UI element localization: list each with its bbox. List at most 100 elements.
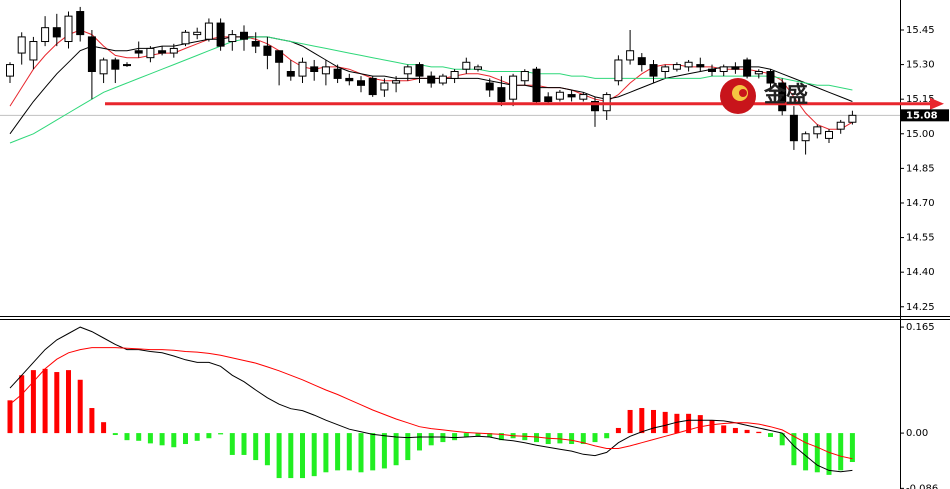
histogram-bar [615,427,621,434]
histogram-bar [159,433,165,446]
histogram-bar [89,408,95,434]
candle-body [333,68,342,79]
candle-body [497,87,506,102]
candle-body [731,66,740,70]
histogram-bar [651,409,656,434]
candle-body [111,59,120,70]
last-price-box [901,109,949,122]
candle-body [778,82,787,112]
histogram-bar [428,433,434,446]
histogram-bar [323,433,329,473]
histogram-bar [206,433,212,439]
candle-body [555,91,564,100]
histogram-bar [405,433,411,461]
candle-body [474,66,482,70]
candle-body [766,71,775,84]
histogram-bar [66,370,71,434]
y-tick-label: 14.55 [906,233,935,244]
candle-body [567,94,576,98]
histogram-bar [183,433,188,445]
histogram-bar [709,420,715,434]
candle-body [813,126,822,135]
candle-body [708,68,716,73]
candle-body [450,71,459,79]
candle-body [251,41,260,47]
histogram-bar [276,433,282,479]
y-tick-label: 0.165 [906,322,935,333]
histogram-bar [358,433,364,473]
candle-body [403,66,412,75]
histogram-bar [370,433,376,471]
candle-body [204,22,213,40]
candle-body [509,75,518,100]
candle-body [76,11,85,36]
candle-body [99,59,108,75]
candle-body [321,66,330,75]
histogram-bar [440,433,446,443]
histogram-bar [580,433,586,445]
y-tick-label: 14.25 [906,302,935,313]
histogram-bar [288,433,294,479]
candle-body [743,59,752,77]
histogram-bar [346,433,352,471]
histogram-bar [475,433,481,437]
candle-body [649,64,658,77]
candle-body [637,57,646,66]
candle-body [216,22,225,47]
candle-body [380,82,389,91]
candle-body [345,77,354,82]
candle-body [532,68,541,102]
candle-body [836,121,845,130]
candle-body [87,36,96,73]
histogram-bar [381,433,387,469]
histogram-bar [417,433,422,451]
histogram-bar [241,433,247,455]
histogram-bar [768,433,773,437]
candle-body [462,61,471,70]
histogram-bar [697,415,703,434]
histogram-bar [604,433,610,439]
histogram-bar [592,433,598,443]
histogram-bar [124,433,130,441]
histogram-bar [674,413,680,434]
candle-body [193,31,202,36]
candle-body [392,80,401,84]
candle-body [661,66,670,73]
candle-body [263,45,272,56]
histogram-bar [300,433,305,479]
histogram-bar [19,375,25,434]
histogram-bar [534,433,539,443]
histogram-bar [557,433,563,444]
candle-body [357,80,365,86]
logo [739,89,747,97]
histogram-bar [7,400,13,434]
y-tick-label: 15.30 [906,60,935,71]
histogram-bar [826,433,832,475]
candle-body [591,100,599,112]
histogram-bar [101,422,107,434]
watermark: 金盛 [720,78,808,114]
histogram-bar [42,368,48,434]
histogram-bar [171,433,177,448]
candle-body [672,64,681,70]
histogram-bar [791,433,797,466]
histogram-bar [803,433,809,471]
histogram-bar [627,409,633,434]
candle-body [789,114,798,142]
candle-body [719,66,728,73]
histogram-bar [194,433,200,441]
candle-body [801,133,810,142]
y-tick-label: 14.85 [906,163,935,174]
y-tick-label: 14.40 [906,267,935,278]
candle-body [6,64,14,77]
candle-body [415,64,424,77]
histogram-bar [147,433,153,444]
histogram-bar [136,433,142,441]
watermark-text: 金盛 [763,82,808,108]
histogram-bar [838,433,844,471]
histogram-bar [311,433,317,477]
candle-body [427,75,436,84]
histogram-bar [662,411,668,434]
